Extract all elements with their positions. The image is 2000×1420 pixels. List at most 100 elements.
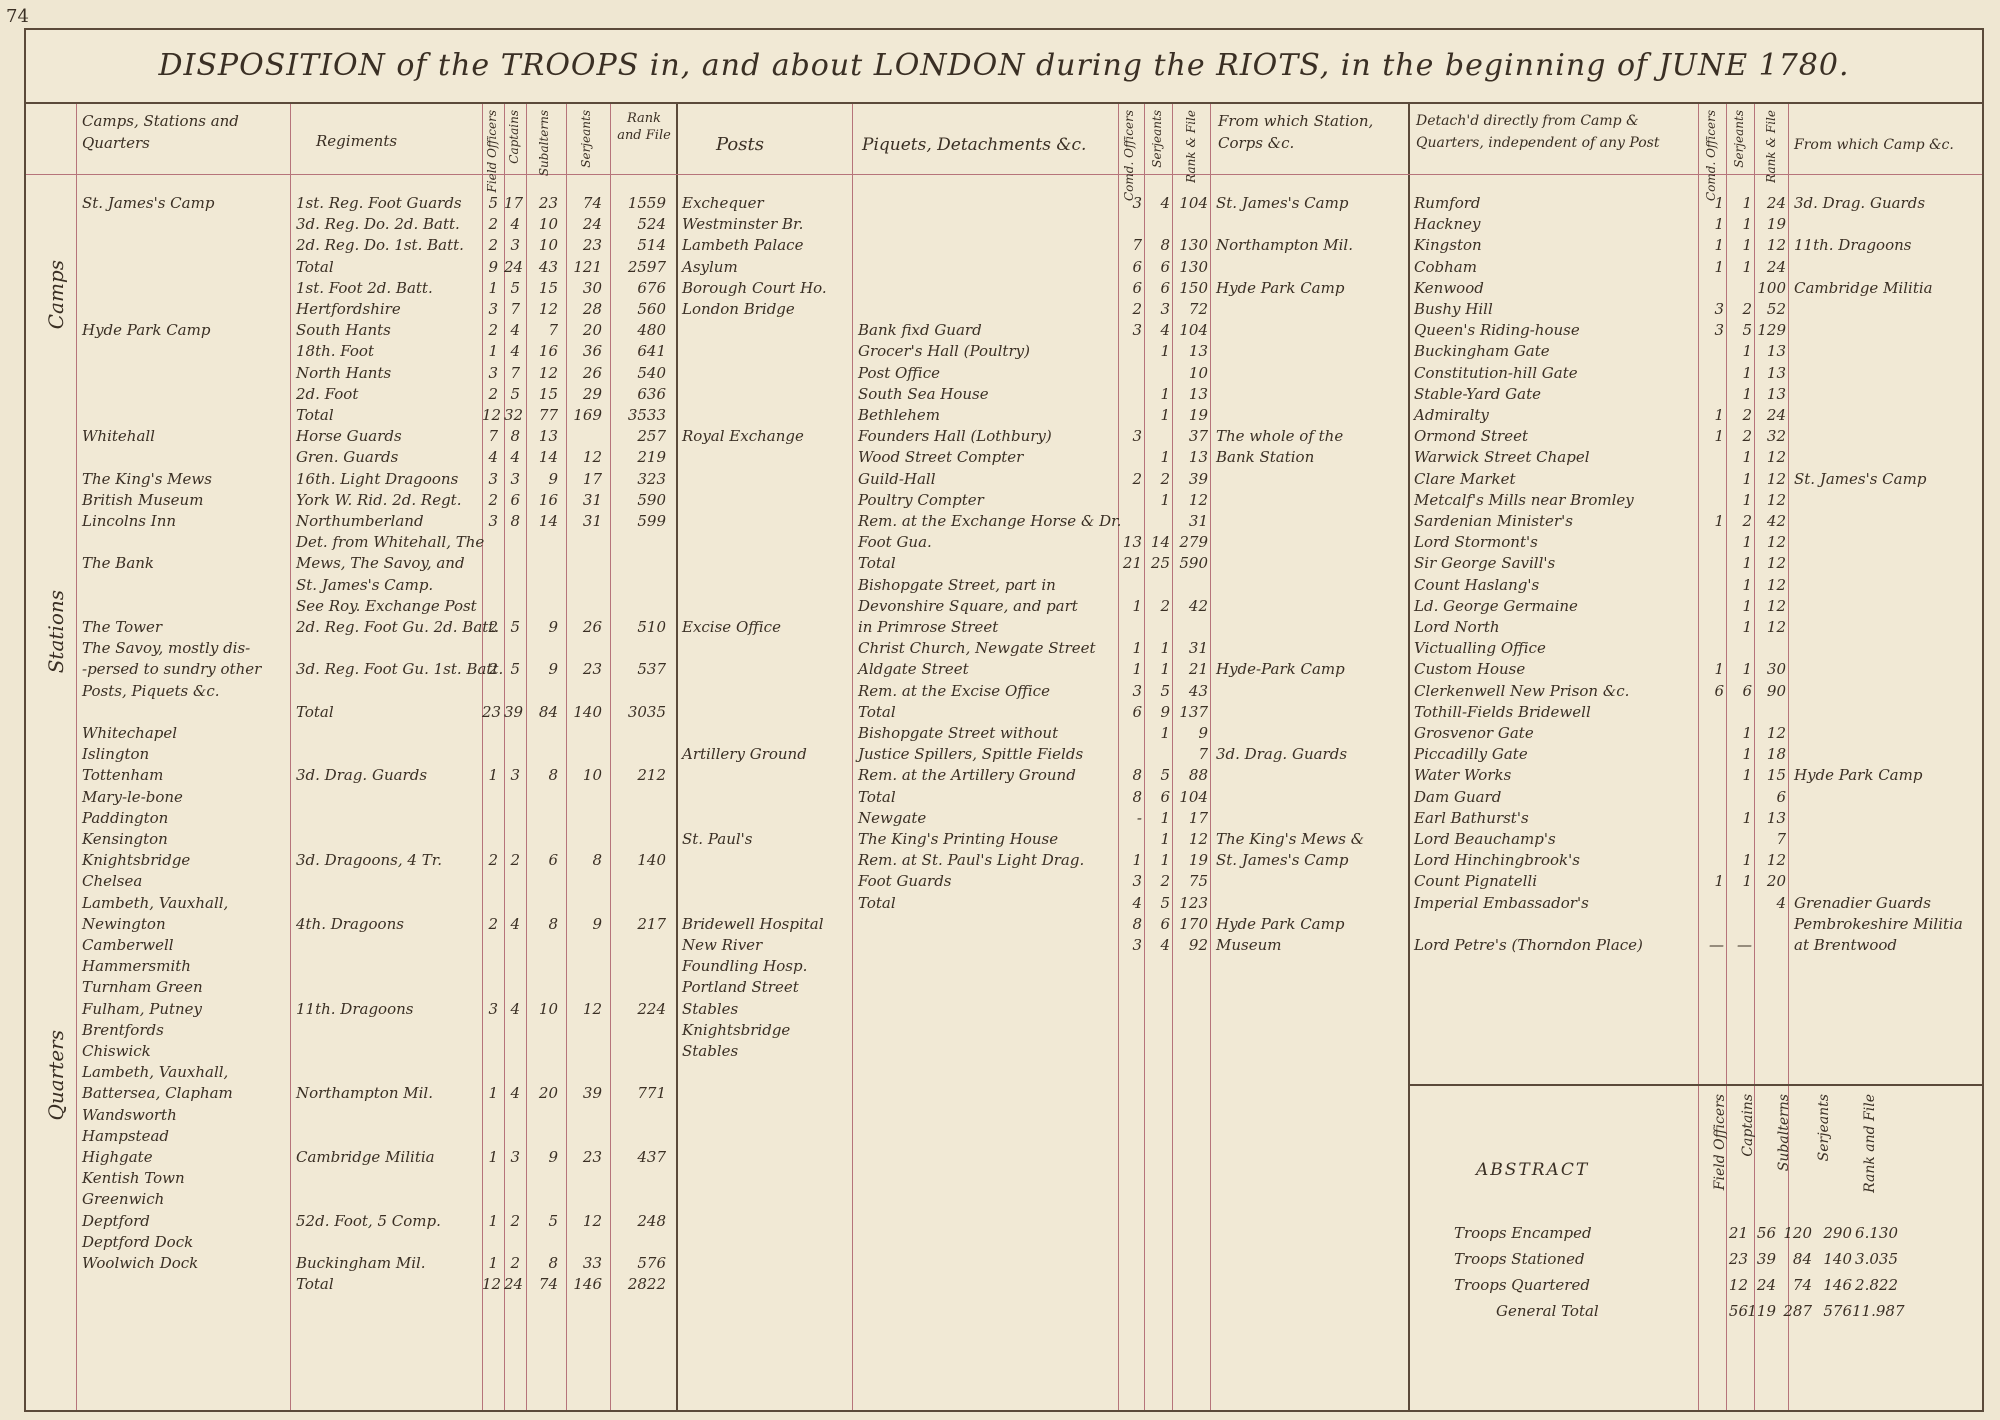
right-value: 1 xyxy=(1742,533,1752,552)
abstract-value: 287 xyxy=(1783,1302,1812,1320)
right-value: 3 xyxy=(1714,300,1724,318)
right-value: 2 xyxy=(1742,512,1752,530)
detachment-place: Bushy Hill xyxy=(1414,300,1493,318)
detachment-name: Wood Street Compter xyxy=(858,448,1024,467)
from-station: Hyde Park Camp xyxy=(1216,278,1345,297)
right-value: 1 xyxy=(1742,194,1752,212)
detachment-place: Clare Market xyxy=(1414,469,1516,488)
header-posts: Posts xyxy=(716,134,764,155)
detachment-name: Bishopgate Street without xyxy=(858,724,1059,742)
post-name: Portland Street xyxy=(682,978,799,997)
from-station: Hyde-Park Camp xyxy=(1216,660,1345,679)
place-name: Whitehall xyxy=(82,427,155,446)
detachment-place: Count Pignatelli xyxy=(1414,872,1538,891)
detachment-place: Lord Petre's (Thorndon Place) xyxy=(1414,936,1643,954)
left-value: 514 xyxy=(637,236,666,255)
left-value: 12 xyxy=(582,448,602,467)
header-serjeants-right: Serjeants xyxy=(1732,110,1746,168)
right-value: 12 xyxy=(1766,575,1786,594)
col-rule xyxy=(1118,104,1119,1410)
left-value: 17 xyxy=(504,194,524,212)
left-value: 3533 xyxy=(627,406,666,424)
from-camp: at Brentwood xyxy=(1794,936,1898,954)
mid-value: 279 xyxy=(1179,533,1208,552)
post-name: Asylum xyxy=(682,257,738,276)
detachment-place: Count Haslang's xyxy=(1414,575,1540,594)
place-name: Battersea, Clapham xyxy=(82,1084,233,1103)
col-rule xyxy=(610,104,611,1410)
place-name: Knightsbridge xyxy=(82,851,191,870)
right-value: 1 xyxy=(1742,660,1752,679)
left-value: 30 xyxy=(582,278,602,297)
right-value: 7 xyxy=(1776,830,1786,848)
right-value: 1 xyxy=(1742,342,1752,361)
right-value: 32 xyxy=(1766,427,1786,446)
abstract-value: 120 xyxy=(1783,1224,1812,1242)
abstract-value: 140 xyxy=(1823,1250,1852,1268)
post-name: Exchequer xyxy=(682,194,764,212)
mid-value: 3 xyxy=(1132,321,1142,340)
left-value: 32 xyxy=(504,406,524,424)
title-divider xyxy=(26,102,1982,104)
abstract-value: 39 xyxy=(1756,1250,1776,1268)
left-value: 524 xyxy=(637,215,666,234)
left-value: 2 xyxy=(488,384,498,403)
left-value: 5 xyxy=(548,1211,558,1230)
place-name: Woolwich Dock xyxy=(82,1254,199,1272)
left-value: 510 xyxy=(637,618,666,636)
place-name: Deptford xyxy=(82,1211,150,1230)
col-rule xyxy=(526,104,527,1410)
regiment-name: 2d. Reg. Foot Gu. 2d. Batt. xyxy=(296,618,500,636)
header-regiments: Regiments xyxy=(316,132,398,150)
left-value: 3 xyxy=(510,236,520,255)
mid-value: 4 xyxy=(1132,893,1142,912)
mid-value: 3 xyxy=(1132,427,1142,446)
left-value: 31 xyxy=(582,490,602,509)
col-rule xyxy=(1408,104,1410,1410)
right-value: 15 xyxy=(1766,766,1786,785)
from-camp: St. James's Camp xyxy=(1794,469,1927,488)
mid-value: 6 xyxy=(1160,787,1170,806)
left-value: 8 xyxy=(510,427,520,446)
left-value: 7 xyxy=(548,321,558,340)
left-value: 480 xyxy=(637,321,666,340)
place-name: Posts, Piquets &c. xyxy=(82,681,220,700)
mid-value: 13 xyxy=(1188,342,1208,361)
place-name: Chiswick xyxy=(82,1042,151,1060)
place-name: Brentfords xyxy=(82,1020,164,1039)
left-value: 169 xyxy=(573,406,602,424)
regiment-name: North Hants xyxy=(296,363,392,382)
right-value: 13 xyxy=(1766,342,1786,361)
left-value: 74 xyxy=(538,1275,558,1294)
right-value: 1 xyxy=(1714,236,1724,255)
abstract-label: Troops Encamped xyxy=(1454,1224,1592,1242)
left-value: 323 xyxy=(637,469,666,488)
from-station: St. James's Camp xyxy=(1216,851,1349,870)
mid-value: 1 xyxy=(1132,851,1142,870)
left-value: 2822 xyxy=(627,1275,666,1294)
mid-value: 21 xyxy=(1122,554,1142,573)
left-value: 15 xyxy=(538,278,558,297)
right-value: 4 xyxy=(1776,893,1786,912)
right-value: 20 xyxy=(1766,872,1786,891)
regiment-name: Hertfordshire xyxy=(296,300,401,318)
detachment-place: Imperial Embassador's xyxy=(1414,893,1589,912)
mid-value: 130 xyxy=(1179,257,1208,276)
left-value: 212 xyxy=(637,766,666,785)
mid-value: 1 xyxy=(1132,660,1142,679)
col-rule xyxy=(1144,104,1145,1410)
left-value: 17 xyxy=(582,469,602,488)
left-value: 10 xyxy=(538,999,558,1018)
abstract-header: Field Officers xyxy=(1712,1094,1728,1191)
from-station: The whole of the xyxy=(1216,427,1344,446)
abstract-divider xyxy=(1408,1084,1982,1086)
mid-value: 3 xyxy=(1132,681,1142,700)
right-value: 1 xyxy=(1742,575,1752,594)
detachment-name: Newgate xyxy=(858,808,927,827)
abstract-value: 23 xyxy=(1728,1250,1748,1268)
header-from-which: From which Station, Corps &c. xyxy=(1218,112,1374,152)
left-value: 12 xyxy=(538,363,558,382)
detachment-place: Admiralty xyxy=(1414,406,1489,424)
regiment-name: 52d. Foot, 5 Comp. xyxy=(296,1211,441,1230)
mid-value: 6 xyxy=(1132,278,1142,297)
